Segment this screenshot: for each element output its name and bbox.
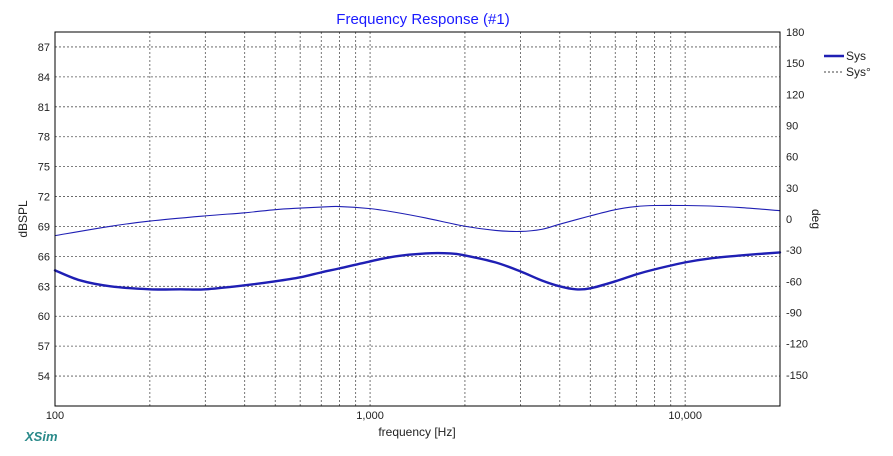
y-tick-label: 60 [38,311,50,323]
y-axis-ticks: 54 57 60 63 66 69 72 75 78 81 84 87 [38,42,50,383]
y-tick-label: 87 [38,42,50,54]
plot-frame [54,31,781,407]
y2-tick-label: 150 [786,58,804,70]
y2-axis-ticks: -150 -120 -90 -60 -30 0 30 60 90 120 150 180 [786,27,808,382]
y2-tick-label: -90 [786,308,802,320]
y-tick-label: 63 [38,281,50,293]
y2-tick-label: 60 [786,152,798,164]
y-tick-label: 66 [38,251,50,263]
y-tick-label: 78 [38,132,50,144]
x-axis-label: frequency [Hz] [378,425,455,439]
x-tick-label: 100 [46,410,64,422]
y-tick-label: 75 [38,162,50,174]
x-tick-label: 1,000 [356,410,384,422]
y2-tick-label: 90 [786,121,798,133]
plot-area [55,32,780,406]
x-tick-label: 10,000 [668,410,702,422]
chart-title: Frequency Response (#1) [336,11,509,28]
y-tick-label: 54 [38,371,50,383]
y2-tick-label: 120 [786,89,804,101]
legend-label-sys-phase: Sys° [846,65,871,79]
y2-tick-label: -120 [786,339,808,351]
grid-layer [55,32,780,406]
legend-label-sys: Sys [846,49,866,63]
y2-tick-label: 0 [786,214,792,226]
series-layer [53,204,782,291]
legend: Sys Sys° [824,49,871,79]
y2-tick-label: 30 [786,183,798,195]
y-tick-label: 69 [38,221,50,233]
y2-tick-label: 180 [786,27,804,39]
y2-axis-label: deg [809,209,823,229]
y-tick-label: 84 [38,72,50,84]
series-line-sys-spl [53,251,782,291]
y-tick-label: 57 [38,341,50,353]
y2-tick-label: -30 [786,245,802,257]
y2-tick-label: -150 [786,370,808,382]
y-tick-label: 72 [38,192,50,204]
series-line-sys-phase [54,204,781,237]
y-axis-label: dBSPL [16,200,30,238]
x-axis-ticks: 100 1,000 10,000 [46,410,702,422]
y2-tick-label: -60 [786,276,802,288]
y-tick-label: 81 [38,102,50,114]
xsim-brand-logo: XSim [24,429,58,444]
